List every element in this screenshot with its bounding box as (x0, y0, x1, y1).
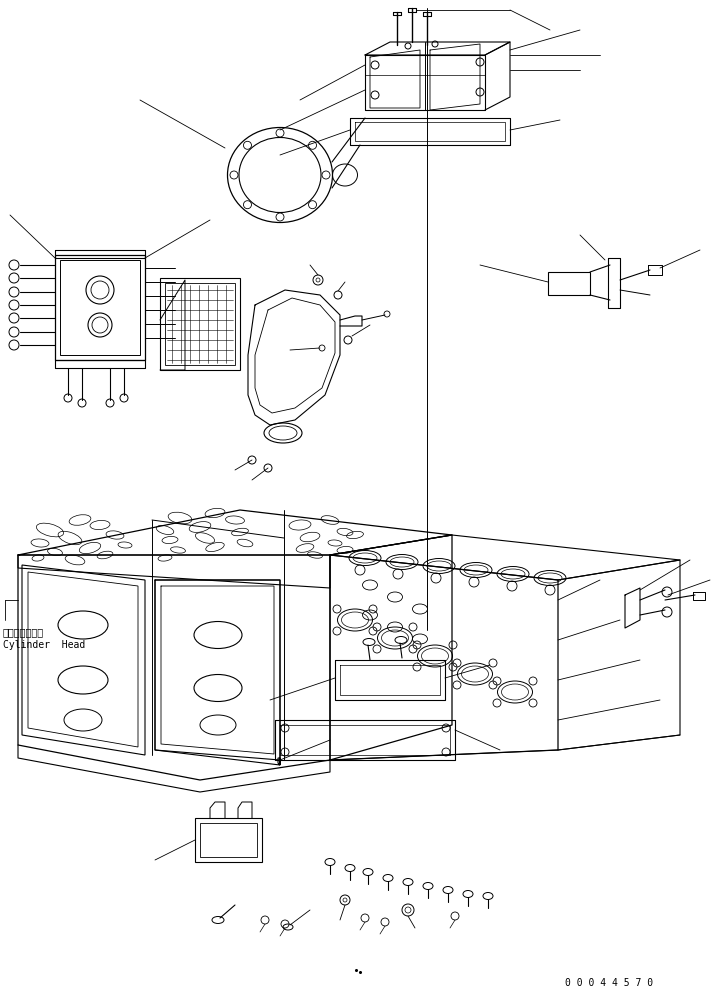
Text: シリンダヘッド: シリンダヘッド (3, 627, 44, 637)
Text: Cylinder  Head: Cylinder Head (3, 640, 86, 650)
Text: 0 0 0 4 4 5 7 0: 0 0 0 4 4 5 7 0 (565, 978, 653, 988)
